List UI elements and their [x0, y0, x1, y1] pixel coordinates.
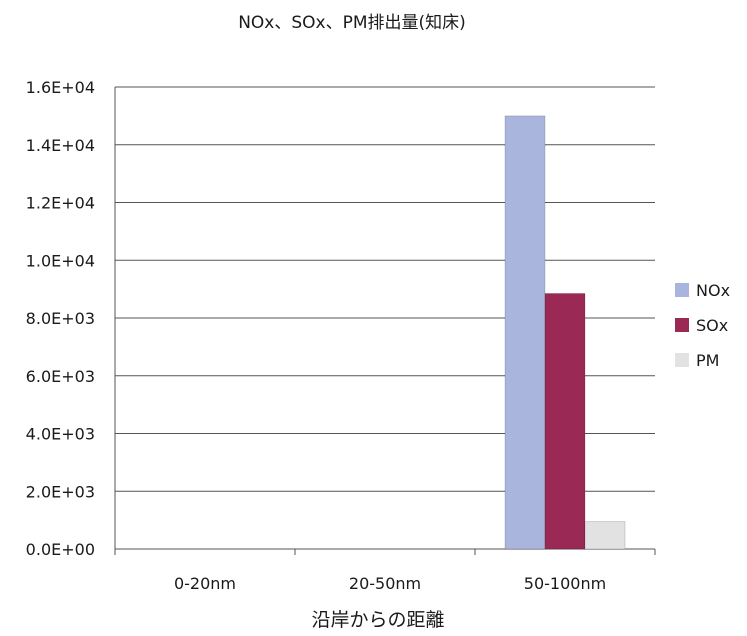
legend-swatch-sox: [675, 318, 689, 332]
y-tick-label: 0.0E+00: [26, 540, 95, 559]
x-tick-label: 20-50nm: [349, 574, 421, 593]
y-tick-label: 1.4E+04: [26, 136, 95, 155]
y-axis-ticks: 0.0E+00 2.0E+03 4.0E+03 6.0E+03 8.0E+03 1.0E+…: [26, 78, 95, 559]
y-tick-label: 4.0E+03: [26, 425, 95, 444]
bar-nox-50-100nm: [504, 115, 546, 550]
legend-swatch-nox: [675, 283, 689, 297]
y-tick-label: 1.2E+04: [26, 194, 95, 213]
x-tick-label: 0-20nm: [174, 574, 236, 593]
y-tick-label: 8.0E+03: [26, 309, 95, 328]
y-tick-label: 1.6E+04: [26, 78, 95, 97]
x-axis: 0-20nm 20-50nm 50-100nm: [114, 549, 656, 593]
y-tick-label: 2.0E+03: [26, 482, 95, 501]
x-tick-label: 50-100nm: [524, 574, 606, 593]
legend: NOx SOx PM: [675, 281, 730, 370]
legend-label-sox: SOx: [696, 316, 728, 335]
y-tick-label: 6.0E+03: [26, 367, 95, 386]
legend-label-nox: NOx: [696, 281, 730, 300]
chart-title: NOx、SOx、PM排出量(知床): [238, 13, 466, 33]
bars: [504, 115, 626, 550]
x-axis-label: 沿岸からの距離: [311, 609, 444, 631]
bar-sox-50-100nm: [544, 292, 586, 550]
gridlines: [114, 86, 655, 550]
y-tick-label: 1.0E+04: [26, 251, 95, 270]
bar-pm-50-100nm: [584, 521, 626, 550]
legend-swatch-pm: [675, 353, 689, 367]
legend-label-pm: PM: [696, 351, 719, 370]
